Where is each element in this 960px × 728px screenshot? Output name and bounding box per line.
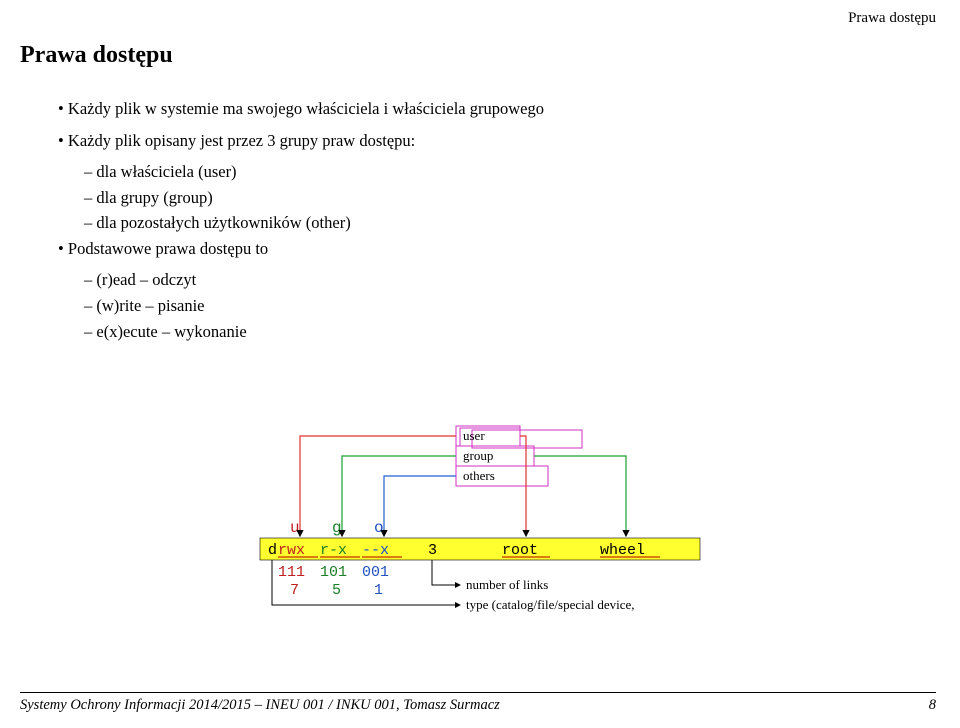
path-nlinks bbox=[432, 560, 460, 585]
oct-o: 1 bbox=[374, 582, 383, 599]
legend-user-label: user bbox=[463, 428, 485, 443]
bullet-list: Każdy plik w systemie ma swojego właścic… bbox=[58, 96, 544, 344]
footer-left: Systemy Ochrony Informacji 2014/2015 – I… bbox=[20, 697, 500, 714]
bits-u: 111 bbox=[278, 564, 305, 581]
header-right: Prawa dostępu bbox=[848, 10, 936, 27]
legend-others-label: others bbox=[463, 468, 495, 483]
bullet-3-sub-1: (r)ead – odczyt bbox=[84, 267, 544, 293]
footer-page: 8 bbox=[929, 697, 936, 714]
ls-links: 3 bbox=[428, 542, 437, 559]
bullet-2: Każdy plik opisany jest przez 3 grupy pr… bbox=[58, 128, 544, 154]
ann-nlinks: number of links bbox=[466, 577, 548, 592]
permissions-diagram: user group others u g o d rwx r-x --x 3 … bbox=[0, 420, 960, 680]
ugo-u: u bbox=[290, 519, 300, 537]
oct-u: 7 bbox=[290, 582, 299, 599]
bits-g: 101 bbox=[320, 564, 347, 581]
bullet-3-sub-2: (w)rite – pisanie bbox=[84, 293, 544, 319]
page-title: Prawa dostępu bbox=[20, 42, 173, 69]
bullet-2-sub-1: dla właściciela (user) bbox=[84, 159, 544, 185]
legend-group-label: group bbox=[463, 448, 493, 463]
bullet-3-sub-3: e(x)ecute – wykonanie bbox=[84, 319, 544, 345]
ugo-o: o bbox=[374, 519, 384, 537]
path-others bbox=[384, 476, 456, 536]
bullet-2-sub-2: dla grupy (group) bbox=[84, 185, 544, 211]
bullet-1: Każdy plik w systemie ma swojego właścic… bbox=[58, 96, 544, 122]
ls-d: d bbox=[268, 542, 277, 559]
bits-o: 001 bbox=[362, 564, 389, 581]
path-group bbox=[342, 456, 456, 536]
bullet-2-sub-3: dla pozostałych użytkowników (other) bbox=[84, 210, 544, 236]
bullet-3: Podstawowe prawa dostępu to bbox=[58, 236, 544, 262]
footer: Systemy Ochrony Informacji 2014/2015 – I… bbox=[20, 692, 936, 714]
group-box bbox=[472, 430, 582, 448]
oct-g: 5 bbox=[332, 582, 341, 599]
ann-ftype: type (catalog/file/special device, bbox=[466, 597, 635, 612]
ugo-g: g bbox=[332, 519, 342, 537]
